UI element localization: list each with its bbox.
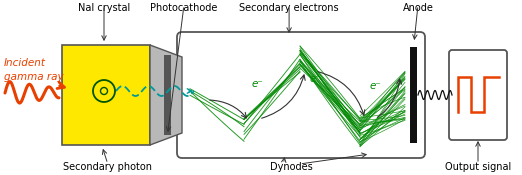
- Text: Dynodes: Dynodes: [270, 163, 313, 173]
- Text: e⁻: e⁻: [310, 74, 322, 84]
- FancyBboxPatch shape: [177, 32, 425, 158]
- Text: Secondary electrons: Secondary electrons: [239, 3, 339, 13]
- Bar: [410, 47, 417, 143]
- Text: Output signal: Output signal: [445, 163, 511, 173]
- Bar: [62, 45, 150, 145]
- Bar: [164, 55, 171, 135]
- Text: e⁻: e⁻: [252, 79, 264, 89]
- FancyBboxPatch shape: [449, 50, 507, 140]
- Text: e⁻: e⁻: [370, 81, 382, 91]
- Text: NaI crystal: NaI crystal: [78, 3, 130, 13]
- Text: Incident
gamma ray: Incident gamma ray: [4, 58, 64, 82]
- Text: Anode: Anode: [402, 3, 433, 13]
- Text: Secondary photon: Secondary photon: [63, 163, 152, 173]
- Text: Photocathode: Photocathode: [150, 3, 218, 13]
- Polygon shape: [150, 45, 182, 145]
